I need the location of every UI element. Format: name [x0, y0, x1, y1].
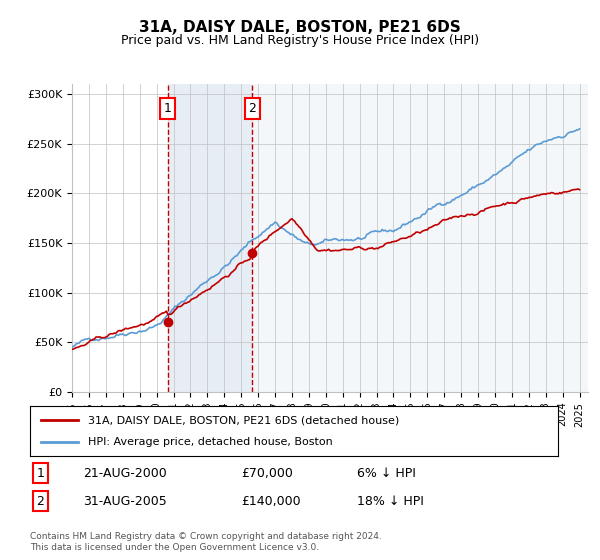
Text: £70,000: £70,000	[241, 466, 293, 480]
Text: £140,000: £140,000	[241, 494, 301, 508]
Text: Contains HM Land Registry data © Crown copyright and database right 2024.
This d: Contains HM Land Registry data © Crown c…	[30, 532, 382, 552]
Text: 6% ↓ HPI: 6% ↓ HPI	[358, 466, 416, 480]
Text: 2: 2	[248, 102, 256, 115]
Text: 1: 1	[37, 466, 44, 480]
Text: 31-AUG-2005: 31-AUG-2005	[83, 494, 167, 508]
Text: 18% ↓ HPI: 18% ↓ HPI	[358, 494, 424, 508]
Bar	[167, 84, 253, 392]
Text: 31A, DAISY DALE, BOSTON, PE21 6DS: 31A, DAISY DALE, BOSTON, PE21 6DS	[139, 20, 461, 35]
Text: 2: 2	[37, 494, 44, 508]
Text: HPI: Average price, detached house, Boston: HPI: Average price, detached house, Bost…	[88, 437, 333, 447]
Text: 21-AUG-2000: 21-AUG-2000	[83, 466, 167, 480]
Text: 31A, DAISY DALE, BOSTON, PE21 6DS (detached house): 31A, DAISY DALE, BOSTON, PE21 6DS (detac…	[88, 415, 400, 425]
Bar	[253, 84, 588, 392]
Text: 1: 1	[164, 102, 172, 115]
Text: Price paid vs. HM Land Registry's House Price Index (HPI): Price paid vs. HM Land Registry's House …	[121, 34, 479, 46]
